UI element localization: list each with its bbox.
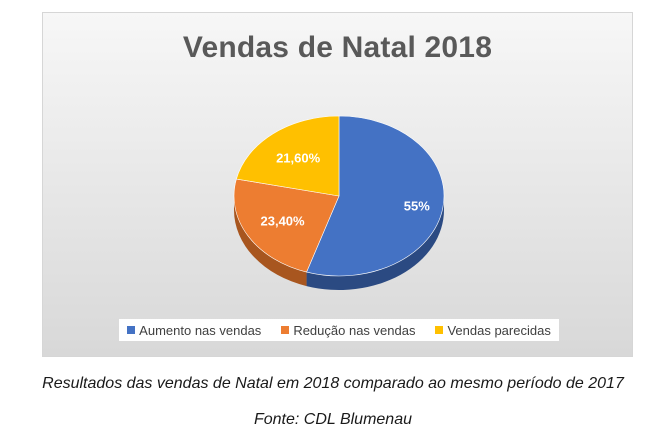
pie-slice bbox=[306, 115, 445, 277]
pie-slice bbox=[236, 115, 340, 197]
figure-caption: Resultados das vendas de Natal em 2018 c… bbox=[42, 375, 624, 392]
legend-item-parecidas: Vendas parecidas bbox=[435, 322, 551, 338]
figure-source: Fonte: CDL Blumenau bbox=[253, 411, 412, 428]
pie-slice-side bbox=[234, 196, 307, 287]
pie-chart: 55% 23,40% 21,60% bbox=[233, 115, 445, 290]
chart-title: Vendas de Natal 2018 bbox=[182, 31, 493, 64]
legend-item-aumento: Aumento nas vendas bbox=[127, 323, 261, 338]
pie-data-label: 21,60% bbox=[276, 150, 321, 165]
pie-data-label: 23,40% bbox=[261, 214, 306, 229]
chart-legend: Aumento nas vendas Redução nas vendas Ve… bbox=[119, 319, 559, 341]
legend-label: Vendas parecidas bbox=[447, 322, 551, 338]
pie-data-label: 55% bbox=[404, 198, 430, 213]
chart-area: Vendas de Natal 2018 55% 23,40% 21,60% Aum… bbox=[42, 12, 633, 357]
pie-slice-side bbox=[306, 196, 445, 290]
legend-swatch bbox=[127, 326, 136, 334]
pie-slice bbox=[233, 178, 340, 273]
legend-item-reducao: Redução nas vendas bbox=[281, 323, 415, 338]
legend-label: Aumento nas vendas bbox=[139, 322, 262, 338]
legend-swatch bbox=[281, 326, 290, 334]
legend-label: Redução nas vendas bbox=[293, 322, 416, 338]
legend-swatch bbox=[435, 326, 444, 334]
